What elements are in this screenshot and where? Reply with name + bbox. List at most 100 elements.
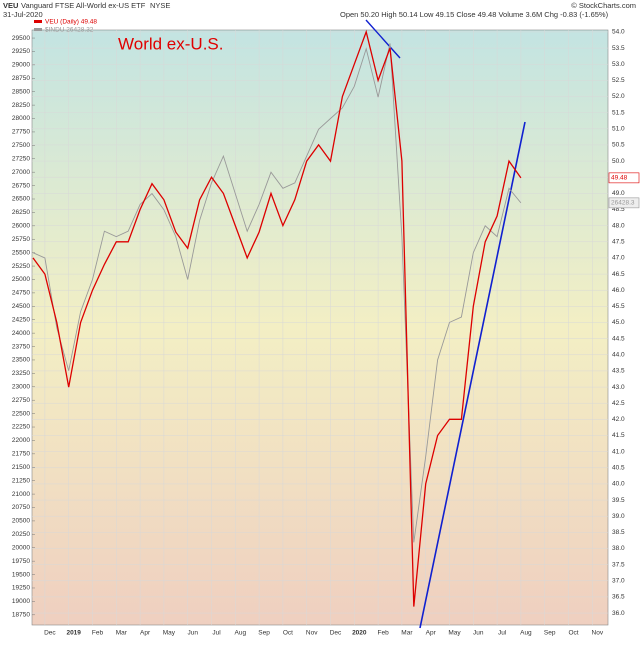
y2-tick-label: 44.0 [612, 351, 625, 358]
y-tick-label: 20750 [12, 504, 30, 511]
x-tick-label: Mar [401, 630, 413, 637]
y2-tick-label: 52.5 [612, 77, 625, 84]
x-tick-label: Mar [116, 630, 128, 637]
x-tick-label: Dec [44, 630, 56, 637]
exchange: NYSE [150, 1, 170, 10]
y2-tick-label: 42.0 [612, 416, 625, 423]
y2-tick-label: 48.5 [612, 206, 625, 213]
y-tick-label: 20500 [12, 518, 30, 525]
y-tick-label: 28000 [12, 115, 30, 122]
y2-tick-label: 37.0 [612, 577, 625, 584]
y2-tick-label: 36.5 [612, 594, 625, 601]
y-tick-label: 24750 [12, 290, 30, 297]
y-tick-label: 22750 [12, 397, 30, 404]
y-tick-label: 25500 [12, 249, 30, 256]
x-tick-label: Aug [520, 630, 532, 637]
security-name: Vanguard FTSE All-World ex-US ETF [21, 1, 146, 10]
y-tick-label: 19000 [12, 598, 30, 605]
y2-tick-label: 37.5 [612, 561, 625, 568]
y-tick-label: 22000 [12, 437, 30, 444]
x-tick-label: Sep [544, 630, 556, 637]
y-tick-label: 21000 [12, 491, 30, 498]
y-tick-label: 29500 [12, 35, 30, 42]
y2-tick-label: 38.5 [612, 529, 625, 536]
legend-swatch [34, 20, 42, 23]
y-tick-label: 19250 [12, 585, 30, 592]
x-tick-label: 2019 [66, 630, 81, 637]
x-tick-label: Nov [306, 630, 318, 637]
x-tick-label: May [163, 630, 176, 637]
x-tick-label: Oct [568, 630, 578, 637]
y-tick-label: 22250 [12, 424, 30, 431]
y2-tick-label: 46.5 [612, 271, 625, 278]
trend-line [365, 19, 401, 59]
y2-tick-label: 40.0 [612, 481, 625, 488]
x-tick-label: Jun [473, 630, 484, 637]
y2-tick-label: 51.5 [612, 109, 625, 116]
legend-label: VEU (Daily) 49.48 [45, 19, 97, 26]
y2-tick-label: 47.5 [612, 239, 625, 246]
x-tick-label: 2020 [352, 630, 367, 637]
x-tick-label: Feb [92, 630, 104, 637]
y-tick-label: 26750 [12, 182, 30, 189]
symbol: VEU [3, 1, 18, 10]
y2-tick-label: 45.5 [612, 303, 625, 310]
x-tick-label: Apr [426, 630, 437, 637]
y2-tick-label: 36.0 [612, 610, 625, 617]
y-tick-label: 19500 [12, 571, 30, 578]
y-tick-label: 22500 [12, 410, 30, 417]
x-tick-label: Apr [140, 630, 151, 637]
y2-tick-label: 43.5 [612, 368, 625, 375]
y2-tick-label: 43.0 [612, 384, 625, 391]
quote: Open 50.20 High 50.14 Low 49.15 Close 49… [340, 10, 609, 19]
y2-tick-label: 50.0 [612, 158, 625, 165]
y-tick-label: 19750 [12, 558, 30, 565]
y2-tick-label: 46.0 [612, 287, 625, 294]
y-tick-label: 21500 [12, 464, 30, 471]
x-tick-label: Aug [235, 630, 247, 637]
y2-tick-label: 41.5 [612, 432, 625, 439]
x-tick-label: Dec [330, 630, 342, 637]
x-tick-label: Jul [212, 630, 221, 637]
plot-area [31, 29, 609, 626]
y2-tick-label: 40.5 [612, 464, 625, 471]
value-tag-bg [608, 172, 640, 184]
y2-tick-label: 48.0 [612, 222, 625, 229]
y-tick-label: 28250 [12, 102, 30, 109]
x-tick-label: Sep [258, 630, 270, 637]
y-tick-label: 25250 [12, 263, 30, 270]
x-tick-label: Nov [592, 630, 604, 637]
grid [32, 30, 608, 625]
y-tick-label: 26500 [12, 196, 30, 203]
y-tick-label: 26250 [12, 209, 30, 216]
value-tag-bg [608, 197, 640, 209]
x-tick-label: Feb [377, 630, 389, 637]
y2-tick-label: 41.0 [612, 448, 625, 455]
y2-tick-label: 53.5 [612, 45, 625, 52]
value-tag: 49.48 [611, 175, 628, 182]
y-tick-label: 23250 [12, 370, 30, 377]
x-tick-label: Oct [283, 630, 293, 637]
y-tick-label: 27000 [12, 169, 30, 176]
y-tick-label: 21750 [12, 451, 30, 458]
annotation: World ex-U.S. [118, 34, 224, 53]
legend-label: $INDU 26428.32 [45, 27, 94, 34]
y2-tick-label: 39.0 [612, 513, 625, 520]
y-tick-label: 27500 [12, 142, 30, 149]
y2-tick-label: 45.0 [612, 319, 625, 326]
y-tick-label: 27250 [12, 155, 30, 162]
y-tick-label: 28500 [12, 88, 30, 95]
x-tick-label: May [448, 630, 461, 637]
y-tick-label: 24000 [12, 330, 30, 337]
y-tick-label: 23750 [12, 343, 30, 350]
y2-tick-label: 50.5 [612, 142, 625, 149]
value-tag: 26428.3 [611, 200, 635, 207]
y2-tick-label: 44.5 [612, 335, 625, 342]
series-line [32, 43, 522, 543]
y-tick-label: 23000 [12, 384, 30, 391]
y-tick-label: 29250 [12, 48, 30, 55]
x-tick-label: Jun [187, 630, 198, 637]
y-tick-label: 24500 [12, 303, 30, 310]
